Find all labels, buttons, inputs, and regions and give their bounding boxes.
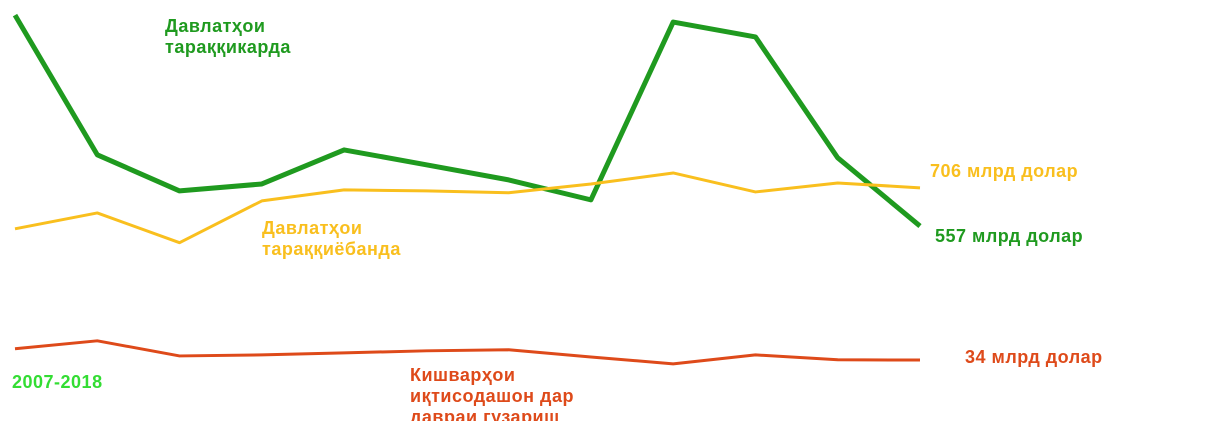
series-label: Давлатҳои тараққикарда bbox=[165, 16, 291, 57]
series-line bbox=[12, 13, 922, 228]
series-label: Давлатҳои тараққиёбанда bbox=[262, 218, 401, 259]
end-value-label: 557 млрд долар bbox=[935, 226, 1084, 247]
series-label: Кишварҳои иқтисодашон дар давраи гузариш bbox=[410, 365, 574, 421]
end-value-label: 34 млрд долар bbox=[965, 347, 1103, 368]
series-line bbox=[14, 171, 921, 245]
period-annotation: 2007-2018 bbox=[12, 372, 103, 392]
series-line bbox=[14, 339, 921, 366]
end-value-label: 706 млрд долар bbox=[930, 160, 1079, 181]
